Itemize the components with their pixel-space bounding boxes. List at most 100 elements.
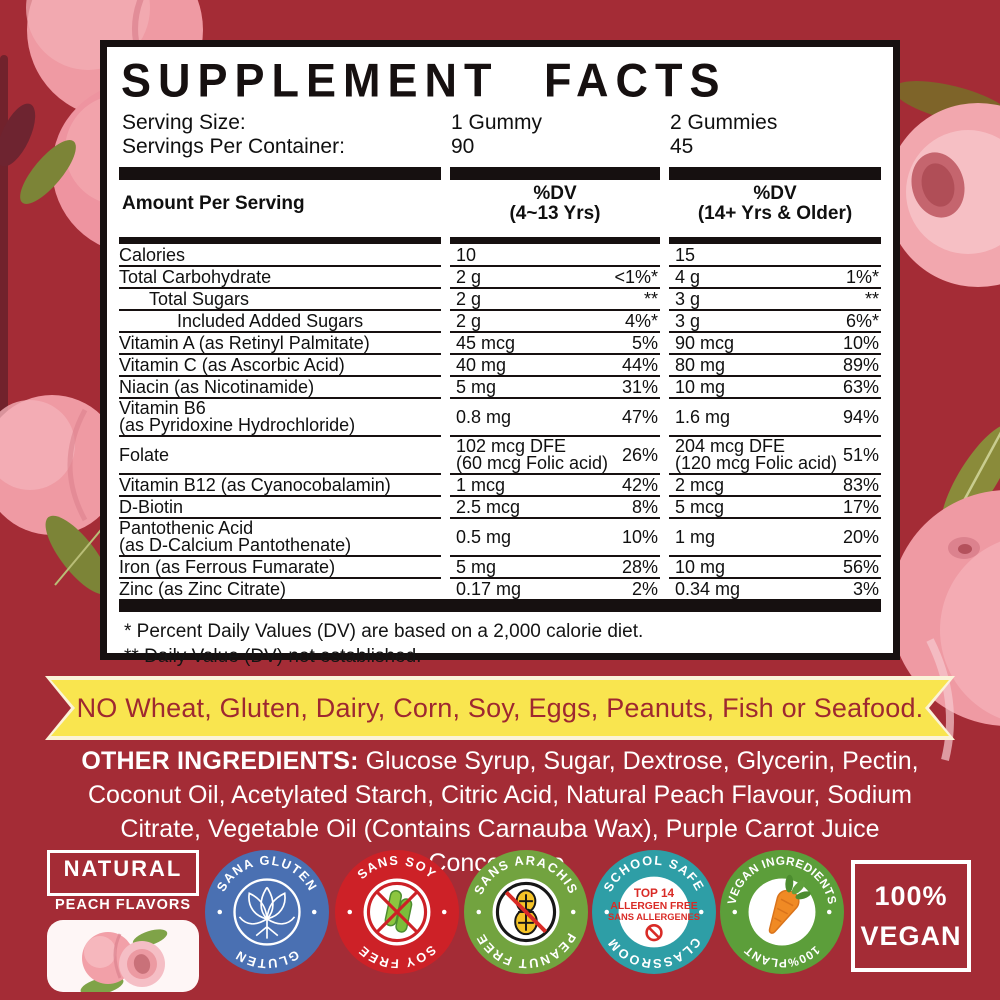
nutrient-name-cell: Vitamin B12 (as Cyanocobalamin) [119,475,441,497]
table-row: Pantothenic Acid (as D-Calcium Pantothena… [119,519,881,557]
table-row: Total Sugars 2 g ** 3 g ** [119,289,881,311]
nutrient-name-cell: Iron (as Ferrous Fumarate) [119,557,441,579]
table-row: Vitamin B12 (as Cyanocobalamin) 1 mcg 42… [119,475,881,497]
table-row: Vitamin A (as Retinyl Palmitate) 45 mcg … [119,333,881,355]
column2-cell: 204 mcg DFE (120 mcg Folic acid) 51% [669,437,881,475]
nutrient-name-cell: Included Added Sugars [119,311,441,333]
nutrient-name-cell: Total Sugars [119,289,441,311]
table-row: Iron (as Ferrous Fumarate) 5 mg 28% 10 m… [119,557,881,579]
table-row: Total Carbohydrate 2 g <1%* 4 g 1%* [119,267,881,289]
table-row: D-Biotin 2.5 mcg 8% 5 mcg 17% [119,497,881,519]
natural-label: NATURAL [47,850,199,896]
amount-per-serving-header: Amount Per Serving [122,193,305,214]
column1-cell: 0.5 mg 10% [450,519,660,557]
natural-peach-flavors-badge: NATURAL PEACH FLAVORS [47,850,199,992]
peach-top-right [886,81,1000,287]
nutrient-name-cell: Zinc (as Zinc Citrate) [119,578,287,599]
no-symbol-icon [645,924,663,942]
table-row: Niacin (as Nicotinamide) 5 mg 31% 10 mg … [119,377,881,399]
dv-header-col2: %DV (14+ Yrs & Older) [697,183,853,224]
top14-text: TOP 14 [634,886,675,900]
dark-leaf-strip [0,55,8,505]
serving-size-col1: 1 Gummy [451,111,543,134]
column2-cell: 3 g ** [669,289,881,311]
badge-row: NATURAL PEACH FLAVORS SANA GLUTEN GLUTEN [45,848,975,992]
column2-cell: 0.34 mg 3% [675,578,879,599]
allergen-free-text: ALLERGEN FREE [610,901,697,912]
column1-cell: 2 g ** [450,289,660,311]
other-ingredients-text: Glucose Syrup, Sugar, Dextrose, Glycerin… [88,747,919,877]
nutrient-name-cell: Folate [119,437,441,475]
column1-cell: 45 mcg 5% [450,333,660,355]
column1-cell: 2.5 mcg 8% [450,497,660,519]
carrot-icon [768,874,811,934]
nutrient-name-cell: D-Biotin [119,497,441,519]
lotus-line-art-icon [233,878,301,946]
column2-cell: 1 mg 20% [669,519,881,557]
nutrient-name-cell: Vitamin A (as Retinyl Palmitate) [119,333,441,355]
column1-cell: 102 mcg DFE (60 mcg Folic acid) 26% [450,437,660,475]
column2-cell: 90 mcg 10% [669,333,881,355]
table-row: Vitamin B6 (as Pyridoxine Hydrochloride) … [119,399,881,437]
footnote-not-established: ** Daily Value (DV) not established. [124,646,422,667]
footnotes: * Percent Daily Values (DV) are based on… [119,619,881,669]
servings-col2: 45 [670,135,694,158]
vegan-100-line1: 100% [874,881,948,911]
other-ingredients-label: OTHER INGREDIENTS: [81,747,359,775]
serving-size-label: Serving Size: [122,111,246,134]
column-headers: Amount Per Serving %DV (4~13 Yrs) %DV (1… [119,180,881,229]
peanut-free-badge: SANS ARACHIS PEANUT FREE [464,850,588,974]
vegan-100-line2: VEGAN [860,921,962,951]
crossed-peanut-icon [495,881,557,943]
table-row: Calories 10 15 [119,245,881,267]
header-bars [119,167,881,180]
column2-cell: 1.6 mg 94% [669,399,881,437]
column2-cell: 80 mg 89% [669,355,881,377]
column1-cell: 40 mg 44% [450,355,660,377]
peach-icon [80,929,168,992]
column2-cell: 15 [669,245,881,267]
column2-cell: 10 mg 63% [669,377,881,399]
allergen-banner: NO Wheat, Gluten, Dairy, Corn, Soy, Eggs… [45,676,955,740]
banner-text: NO Wheat, Gluten, Dairy, Corn, Soy, Eggs… [51,680,949,736]
vegan-ingredients-badge: VEGAN INGREDIENTS 100%PLANT [720,850,844,974]
other-ingredients: OTHER INGREDIENTS: Glucose Syrup, Sugar,… [57,744,943,880]
nutrient-name-cell: Calories [119,245,441,267]
peach-flavors-label: PEACH FLAVORS [51,897,195,913]
column1-cell: 2 g <1%* [450,267,660,289]
column1-cell: 1 mcg 42% [450,475,660,497]
servings-col1: 90 [451,135,475,158]
column1-cell: 5 mg 31% [450,377,660,399]
nutrient-name-cell: Vitamin B6 (as Pyridoxine Hydrochloride) [119,399,441,437]
crossed-soybean-icon [366,881,428,943]
dv-header-col1: %DV (4~13 Yrs) [509,183,601,224]
column1-cell: 2 g 4%* [450,311,660,333]
nutrient-name-cell: Vitamin C (as Ascorbic Acid) [119,355,441,377]
column1-cell: 10 [450,245,660,267]
column2-cell: 4 g 1%* [669,267,881,289]
footer-bar [119,599,881,612]
table-row: Vitamin C (as Ascorbic Acid) 40 mg 44% 8… [119,355,881,377]
peach-right-middle [890,424,1000,761]
serving-info: Serving Size: 1 Gummy 2 Gummies Servings… [122,111,881,159]
column2-cell: 3 g 6%* [669,311,881,333]
header-bars-thin [119,237,881,244]
servings-per-container-label: Servings Per Container: [122,135,345,158]
column2-cell: 5 mcg 17% [669,497,881,519]
nutrient-name-cell: Niacin (as Nicotinamide) [119,377,441,399]
table-row: Zinc (as Zinc Citrate) 0.17 mg 2% 0.34 m… [119,579,881,599]
panel-title: SUPPLEMENT FACTS [121,53,727,108]
sans-allergenes-text: SANS ALLERGENES [608,912,700,922]
soy-free-badge: SANS SOY SOY FREE [335,850,459,974]
nutrient-name-cell: Total Carbohydrate [119,267,441,289]
facts-rows: Calories 10 15 Total Carbohydrate 2 g <1… [119,245,881,599]
footnote-dv: * Percent Daily Values (DV) are based on… [124,621,644,642]
column2-cell: 10 mg 56% [669,557,881,579]
gluten-free-badge: SANA GLUTEN GLUTEN [205,850,329,974]
column2-cell: 2 mcg 83% [669,475,881,497]
supplement-facts-panel: SUPPLEMENT FACTS Serving Size: 1 Gummy 2… [100,40,900,667]
peach-image-card [47,920,199,992]
serving-size-col2: 2 Gummies [670,111,778,134]
